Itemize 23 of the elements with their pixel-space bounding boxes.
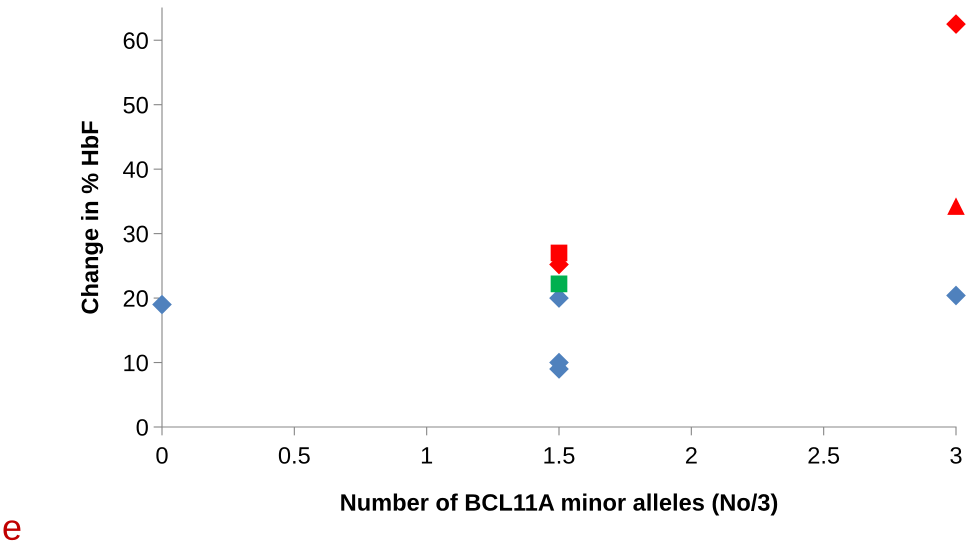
point [946, 14, 966, 34]
point [550, 276, 568, 292]
y-tick-label: 50 [123, 96, 148, 114]
x-tick-label: 2.5 [808, 447, 840, 464]
point [550, 244, 568, 262]
y-tick-label: 20 [124, 290, 148, 307]
x-tick-label: 2 [686, 447, 697, 464]
x-tick-label: 1 [422, 447, 432, 464]
point [152, 294, 172, 314]
y-tick-label: 40 [123, 161, 148, 178]
y-tick-label: 30 [123, 226, 148, 242]
y-tick-label: 60 [124, 32, 148, 50]
point [946, 286, 966, 306]
y-axis-title: Change in % HbF [80, 121, 104, 314]
text: e [3, 520, 20, 540]
x-tick-label: 0.5 [278, 447, 310, 464]
y-tick-label: 10 [124, 354, 148, 372]
point [948, 198, 964, 215]
x-tick-label: 1.5 [544, 447, 574, 464]
x-tick-label: 0 [156, 447, 168, 464]
y-tick-label: 0 [136, 419, 148, 436]
x-axis-title: Number of BCL11A minor alleles (No/3) [341, 493, 778, 516]
x-tick-label: 3 [950, 447, 962, 464]
